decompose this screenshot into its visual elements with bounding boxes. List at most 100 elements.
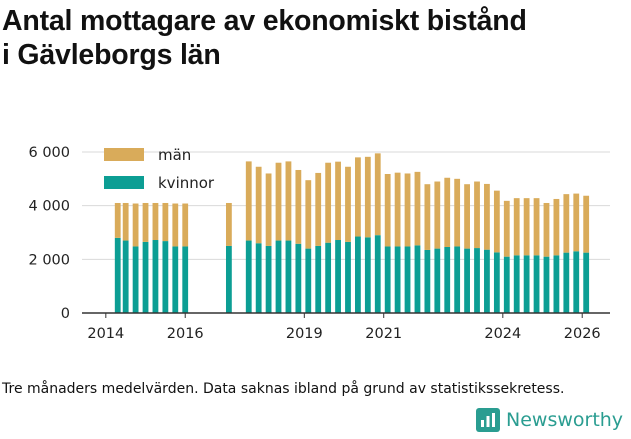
brand-name: Newsworthy: [506, 409, 624, 431]
bar-kvinnor: [543, 256, 550, 313]
x-tick-label: 2016: [167, 326, 204, 340]
bar-man: [245, 161, 252, 241]
bar-man: [563, 194, 570, 253]
bar-kvinnor: [305, 248, 312, 313]
bar-kvinnor: [583, 252, 590, 314]
bar-kvinnor: [374, 235, 381, 313]
bar-man: [364, 156, 371, 238]
bar-man: [142, 202, 149, 242]
bar-kvinnor: [114, 237, 121, 313]
bar-man: [434, 181, 441, 249]
legend-swatch: [104, 148, 144, 161]
bar-kvinnor: [182, 246, 189, 313]
bar-man: [114, 202, 121, 238]
bar-kvinnor: [225, 245, 232, 313]
x-tick-label: 2019: [286, 326, 323, 340]
newsworthy-logo-icon: [476, 408, 500, 432]
bar-man: [315, 172, 322, 246]
bar-man: [325, 162, 332, 243]
bar-man: [255, 166, 262, 244]
bar-man: [454, 178, 461, 247]
bar-kvinnor: [325, 242, 332, 313]
bar-kvinnor: [493, 252, 500, 313]
bar-kvinnor: [142, 241, 149, 313]
bar-man: [394, 172, 401, 247]
legend-label: män: [158, 146, 191, 164]
bar-man: [474, 181, 480, 249]
bar-man: [122, 202, 129, 241]
bar-kvinnor: [503, 256, 510, 313]
y-axis: 0 2 000 4 000 6 000: [28, 145, 70, 322]
bar-man: [553, 198, 560, 256]
bar-kvinnor: [414, 245, 421, 313]
bar-kvinnor: [285, 240, 292, 313]
bar-kvinnor: [444, 246, 451, 313]
x-axis: 2014 2016 2019 2021 2024 2026: [82, 312, 610, 340]
bar-kvinnor: [122, 240, 129, 313]
bar-kvinnor: [563, 252, 570, 314]
bar-man: [444, 177, 451, 247]
chart-caption: Tre månaders medelvärden. Data saknas ib…: [2, 381, 565, 397]
bar-man: [355, 157, 361, 237]
bar-kvinnor: [265, 245, 272, 313]
bar-man: [484, 183, 490, 250]
bar-kvinnor: [152, 240, 159, 313]
bar-man: [345, 166, 351, 242]
bar-kvinnor: [345, 241, 351, 313]
x-tick-label: 2021: [365, 326, 402, 340]
bar-kvinnor: [404, 246, 411, 313]
y-tick-label: 0: [61, 306, 70, 322]
y-tick-label: 2 000: [28, 252, 70, 268]
legend: män kvinnor: [104, 146, 215, 192]
bar-kvinnor: [573, 251, 580, 313]
bar-man: [152, 202, 159, 241]
chart-title-line-1: Antal mottagare av ekonomiskt bistånd: [2, 5, 527, 37]
chart-title-line-2: i Gävleborgs län: [2, 39, 221, 71]
bar-man: [162, 202, 169, 242]
bar-kvinnor: [434, 248, 441, 313]
bar-kvinnor: [335, 240, 341, 313]
bar-kvinnor: [513, 255, 520, 313]
bar-kvinnor: [533, 255, 540, 313]
bar-kvinnor: [553, 255, 560, 313]
bar-man: [374, 153, 381, 236]
x-tick-label: 2026: [564, 326, 601, 340]
bar-man: [182, 203, 189, 247]
bar-man: [424, 184, 431, 250]
bar-man: [132, 203, 139, 247]
bar-kvinnor: [523, 255, 530, 313]
brand[interactable]: Newsworthy: [476, 408, 623, 432]
bar-kvinnor: [255, 243, 262, 313]
bar-man: [172, 203, 179, 247]
bar-man: [513, 198, 520, 256]
bar-man: [493, 190, 500, 253]
bar-man: [275, 162, 282, 241]
bar-kvinnor: [464, 248, 470, 313]
bar-kvinnor: [315, 245, 322, 313]
bar-man: [503, 200, 510, 257]
bar-kvinnor: [132, 246, 139, 313]
x-tick-label: 2024: [484, 326, 521, 340]
x-tick-label: 2014: [87, 326, 124, 340]
bar-kvinnor: [454, 246, 461, 313]
bar-man: [464, 184, 470, 249]
bar-kvinnor: [384, 246, 391, 313]
bar-kvinnor: [172, 246, 179, 313]
chart: 0 2 000 4 000 6 000 2014 2016 2019 2021 2024 202…: [28, 145, 610, 340]
bar-man: [305, 180, 312, 249]
bar-man: [384, 174, 391, 247]
bar-man: [583, 195, 590, 253]
bar-kvinnor: [275, 240, 282, 313]
bar-man: [404, 173, 411, 247]
bar-man: [573, 193, 580, 252]
bar-kvinnor: [474, 248, 480, 313]
bar-kvinnor: [424, 249, 431, 313]
y-tick-label: 4 000: [28, 199, 70, 215]
bar-kvinnor: [245, 240, 252, 313]
bar-man: [523, 198, 530, 256]
bar-man: [285, 161, 292, 241]
bar-kvinnor: [295, 243, 302, 313]
bars: [114, 153, 590, 314]
bar-kvinnor: [394, 246, 401, 313]
bar-man: [225, 202, 232, 246]
